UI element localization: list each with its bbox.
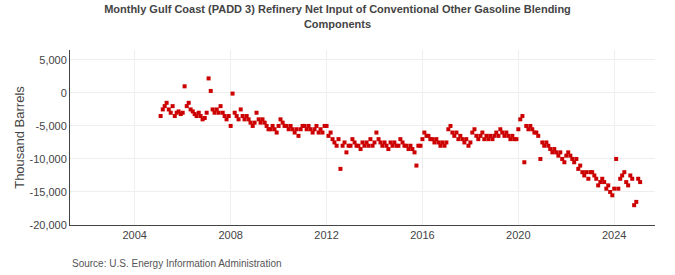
svg-text:-20,000: -20,000 [29, 219, 66, 231]
svg-text:2012: 2012 [314, 229, 338, 241]
svg-text:-15,000: -15,000 [29, 186, 66, 198]
svg-text:2016: 2016 [410, 229, 434, 241]
svg-text:-5,000: -5,000 [36, 120, 67, 132]
svg-text:2004: 2004 [122, 229, 146, 241]
svg-text:0: 0 [61, 87, 67, 99]
svg-text:Monthly Gulf Coast (PADD 3) Re: Monthly Gulf Coast (PADD 3) Refinery Net… [104, 3, 571, 29]
svg-text:5,000: 5,000 [39, 54, 67, 66]
svg-text:2008: 2008 [218, 229, 242, 241]
svg-text:Source: U.S. Energy Informatio: Source: U.S. Energy Information Administ… [72, 258, 282, 269]
svg-text:2020: 2020 [506, 229, 530, 241]
svg-text:Thousand Barrels: Thousand Barrels [12, 86, 27, 189]
svg-text:2024: 2024 [602, 229, 626, 241]
svg-text:-10,000: -10,000 [29, 153, 66, 165]
